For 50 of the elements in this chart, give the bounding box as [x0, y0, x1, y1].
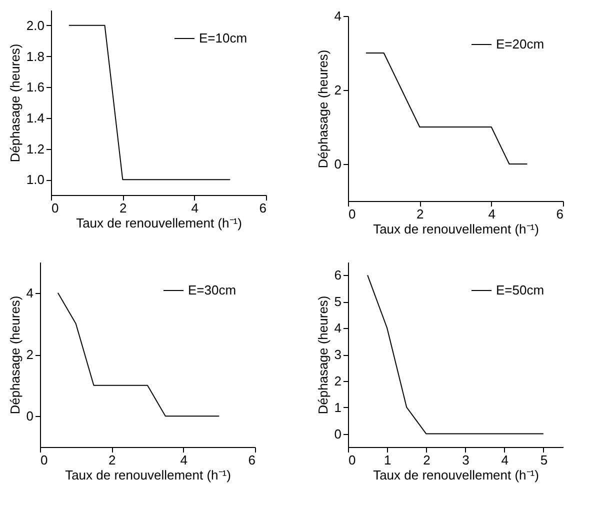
x-tick-label: 0	[52, 200, 59, 216]
y-tick-label: 0	[334, 156, 342, 172]
x-tick-label: 4	[191, 200, 198, 216]
y-axis-title: Déphasage (heures)	[315, 296, 330, 414]
x-axis-title: Taux de renouvellement (h⁻¹)	[76, 216, 242, 230]
y-tick-label: 2	[334, 82, 342, 98]
x-axis-title: Taux de renouvellement (h⁻¹)	[373, 468, 539, 482]
line-series	[365, 52, 528, 164]
y-tick-label: 2	[334, 373, 342, 388]
x-axis-title: Taux de renouvellement (h⁻¹)	[373, 222, 539, 236]
legend-label: E=50cm	[496, 282, 544, 298]
y-tick-label: 4	[334, 8, 342, 24]
legend-label: E=20cm	[496, 36, 544, 52]
y-tick-label: 0	[26, 408, 34, 424]
x-tick-label: 3	[462, 452, 470, 468]
y-tick-label: 5	[334, 294, 342, 310]
x-tick-label: 0	[348, 452, 356, 468]
line-series	[367, 274, 544, 434]
y-tick-label: 1.6	[26, 80, 44, 95]
x-tick-label: 4	[180, 452, 188, 468]
x-tick-label: 2	[108, 452, 116, 468]
x-tick-label: 2	[416, 206, 424, 222]
x-tick-label: 6	[248, 452, 256, 468]
legend-label: E=30cm	[188, 282, 236, 298]
y-tick-label: 1.0	[26, 172, 44, 188]
y-tick-label: 4	[334, 320, 342, 336]
y-tick-label: 0	[334, 426, 342, 442]
y-tick-label: 6	[334, 268, 342, 283]
y-tick-label: 2	[26, 347, 34, 362]
y-axis-title: Déphasage (heures)	[7, 44, 22, 162]
x-tick-label: 6	[556, 206, 564, 222]
y-tick-label: 1.8	[26, 48, 44, 64]
x-tick-label: 4	[501, 452, 508, 468]
y-axis-title: Déphasage (heures)	[315, 50, 330, 168]
x-tick-label: 1	[384, 452, 392, 468]
x-tick-label: 2	[423, 452, 430, 468]
x-tick-label: 5	[540, 452, 548, 468]
y-axis-title: Déphasage (heures)	[7, 296, 22, 414]
x-tick-label: 4	[488, 206, 496, 222]
x-tick-label: 2	[120, 200, 127, 216]
y-tick-label: 3	[334, 347, 342, 362]
y-tick-label: 1.2	[26, 141, 44, 156]
y-tick-label: 1	[334, 400, 342, 415]
y-tick-label: 1.4	[26, 110, 44, 126]
x-axis-title: Taux de renouvellement (h⁻¹)	[65, 468, 231, 482]
legend-label: E=10cm	[199, 30, 248, 46]
x-tick-label: 6	[259, 200, 266, 216]
y-tick-label: 4	[26, 285, 34, 300]
y-tick-label: 2.0	[26, 18, 44, 33]
x-tick-label: 0	[348, 206, 356, 222]
